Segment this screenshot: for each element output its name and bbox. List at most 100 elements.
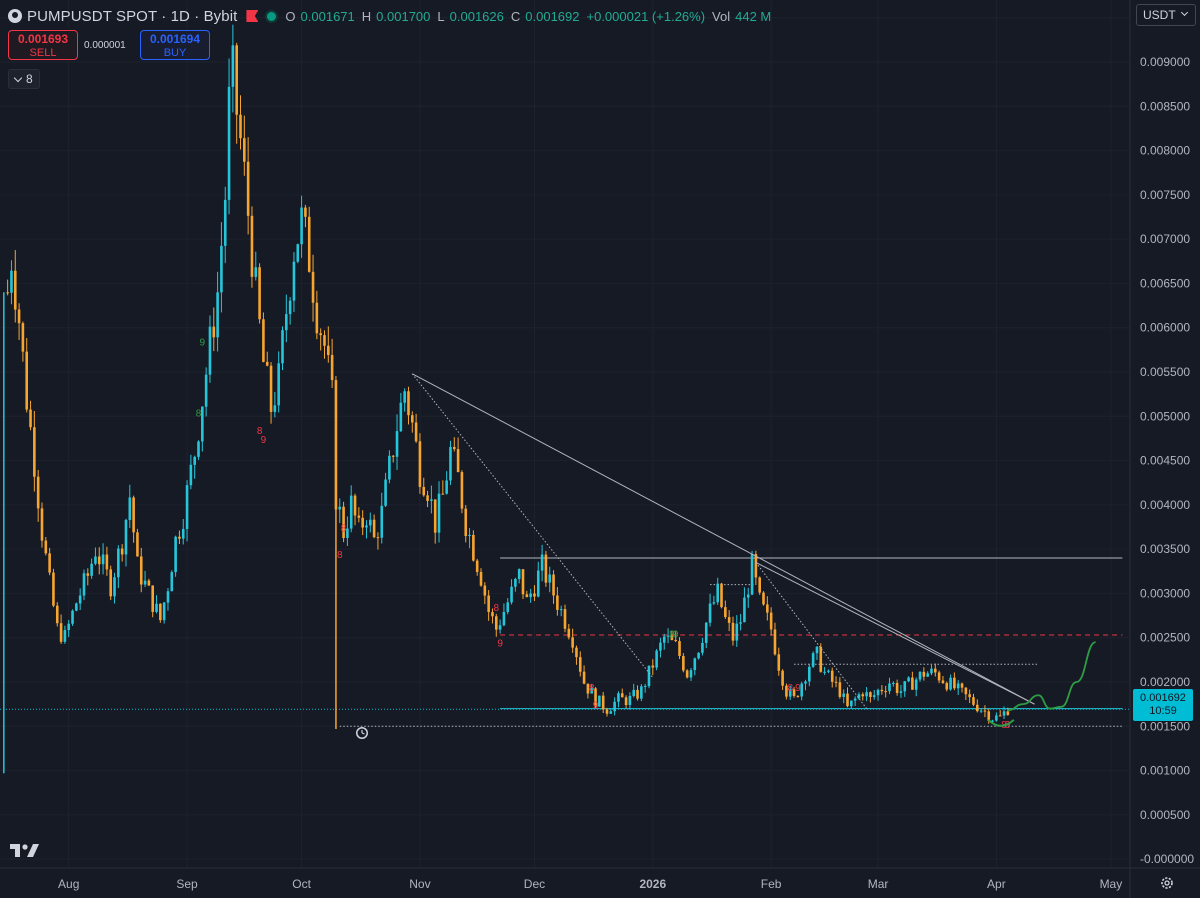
projection-line (1007, 641, 1097, 712)
candle-body (995, 715, 998, 721)
time-tick-label: 2026 (639, 877, 666, 891)
candle-body (598, 695, 601, 707)
candle-body (281, 330, 284, 364)
candle-body (395, 431, 399, 457)
candle-body (483, 585, 487, 596)
candle-body (33, 427, 36, 477)
candle-body (659, 642, 662, 651)
candle-body (208, 326, 212, 375)
buy-button[interactable]: 0.001694 BUY (140, 30, 210, 60)
candle-body (697, 652, 700, 659)
price-tick-label: 0.009000 (1140, 55, 1190, 69)
candle-body (594, 688, 597, 707)
candle-body (445, 480, 448, 494)
candle-body (766, 604, 769, 613)
candle-body (636, 689, 639, 699)
tradingview-logo-icon[interactable] (10, 842, 40, 858)
candle-body (605, 709, 609, 714)
candle-body (285, 314, 288, 331)
candle-body (701, 642, 704, 653)
alarm-clock-icon[interactable] (356, 727, 368, 739)
open-value: 0.001671 (300, 8, 355, 24)
candle-body (975, 704, 979, 712)
candle-body (414, 422, 418, 442)
open-label: O (285, 8, 296, 24)
candle-body (972, 697, 975, 705)
candle-body (739, 622, 742, 624)
candle-body (533, 593, 536, 597)
price-tick-label: 0.004000 (1140, 498, 1190, 512)
candle-body (220, 245, 223, 293)
trade-panel: 0.001693 SELL 0.000001 0.001694 BUY (8, 30, 210, 60)
candle-body (922, 671, 926, 677)
time-tick-label: Nov (409, 877, 430, 891)
candle-body (785, 685, 788, 697)
candle-body (174, 536, 177, 573)
candle-body (468, 534, 471, 536)
sell-button[interactable]: 0.001693 SELL (8, 30, 78, 60)
close-label: C (510, 8, 521, 24)
candle-body (815, 646, 819, 654)
candle-body (36, 476, 40, 509)
trendline (412, 373, 1035, 705)
candle-body (762, 592, 765, 605)
candle-body (113, 577, 116, 597)
candle-body (132, 497, 135, 533)
candle-body (781, 670, 784, 686)
candle-body (655, 650, 658, 668)
candle-body (155, 603, 158, 612)
candle-body (876, 689, 880, 696)
candle-body (704, 622, 708, 643)
candle-body (788, 689, 792, 697)
candle-body (617, 693, 620, 702)
sequence-marker: 8 (257, 426, 263, 437)
sequence-marker: 8 (341, 523, 347, 534)
candle-body (575, 647, 578, 658)
candle-body (13, 270, 17, 310)
candle-body (315, 302, 319, 334)
candle-body (101, 554, 105, 565)
currency-select[interactable]: USDT (1136, 4, 1196, 26)
candle-body (82, 573, 86, 596)
candle-body (571, 637, 574, 648)
trendline (755, 562, 867, 709)
candle-body (479, 571, 483, 586)
candle-body (78, 595, 82, 604)
candle-body (731, 622, 735, 641)
candle-body (586, 683, 590, 694)
candle-body (67, 623, 71, 631)
candle-body (292, 261, 296, 301)
gear-icon[interactable] (1160, 876, 1174, 890)
candle-body (399, 402, 403, 432)
symbol-title[interactable]: PUMPUSDT SPOT · 1D · Bybit (27, 7, 238, 25)
candle-body (151, 585, 155, 612)
trendlines (411, 373, 1035, 709)
flag-icon[interactable] (246, 10, 259, 22)
candle-body (651, 665, 655, 668)
candle-body (884, 691, 887, 693)
candle-body (491, 612, 494, 617)
candle-body (296, 244, 300, 262)
candle-body (418, 441, 422, 487)
candle-body (193, 456, 196, 465)
candle-body (472, 534, 475, 561)
time-tick-label: May (1100, 877, 1123, 891)
high-value: 0.001700 (376, 8, 431, 24)
candle-body (388, 455, 391, 480)
candle-body (964, 687, 968, 695)
candle-body (918, 671, 922, 680)
indicators-toggle[interactable]: 8 (8, 69, 40, 89)
candle-body (750, 554, 754, 595)
volume-label: Vol (712, 8, 731, 24)
candle-body (880, 689, 884, 692)
indicators-count: 8 (26, 72, 33, 86)
candle-body (86, 573, 90, 576)
candle-body (834, 681, 838, 683)
candle-body (640, 686, 643, 699)
price-axis: -0.000000 0.000500 0.001000 0.001500 0.00200… (1140, 11, 1194, 866)
candle-body (773, 629, 777, 655)
candle-body (998, 715, 1002, 717)
candle-body (666, 635, 670, 637)
candle-body (52, 572, 55, 606)
